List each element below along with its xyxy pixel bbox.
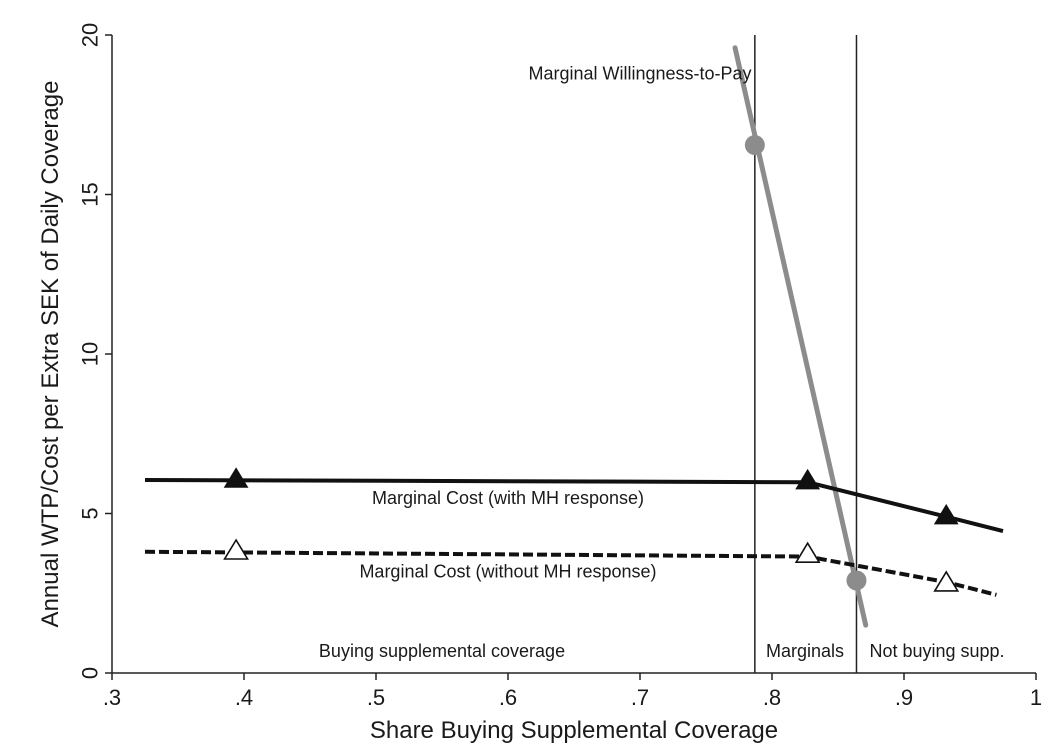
annotations: Marginal Willingness-to-Pay Marginal Cost… [319, 64, 1005, 661]
annotation-buying-supplemental-coverage: Buying supplemental coverage [319, 641, 565, 661]
y-tick-label: 10 [78, 342, 103, 366]
annotation-marginal-willingness-to-pay: Marginal Willingness-to-Pay [528, 64, 751, 84]
series-lines [144, 45, 1004, 628]
wtp-marker [744, 135, 765, 156]
x-tick-label: .4 [235, 685, 253, 710]
y-tick-label: 20 [78, 23, 103, 47]
y-tick-label: 5 [78, 507, 103, 519]
y-axis-title: Annual WTP/Cost per Extra SEK of Daily C… [37, 81, 64, 628]
annotation-marginals: Marginals [766, 641, 844, 661]
x-tick-label: .9 [895, 685, 913, 710]
mc-without-mh-marker [794, 541, 821, 563]
x-tick-label: .6 [499, 685, 517, 710]
mc-without-mh-marker [933, 570, 960, 592]
y-tick-label: 15 [78, 182, 103, 206]
mc-with-mh-marker [223, 467, 249, 488]
x-axis-ticks: .3 .4 .5 .6 .7 .8 .9 1 [103, 673, 1042, 710]
plot-area: .3 .4 .5 .6 .7 .8 .9 1 0 5 10 15 20 Marginal Willin… [78, 23, 1043, 710]
annotation-not-buying-supp: Not buying supp. [869, 641, 1004, 661]
y-axis-ticks: 0 5 10 15 20 [78, 23, 112, 679]
x-tick-label: 1 [1030, 685, 1042, 710]
mc-with-mh-marker [795, 468, 821, 490]
annotation-marginal-cost-with-mh-response: Marginal Cost (with MH response) [372, 488, 644, 508]
y-tick-label: 0 [78, 667, 103, 679]
mc-without-mh-marker [223, 538, 249, 560]
x-tick-label: .5 [367, 685, 385, 710]
marginal-cost-with-mh-response-line [144, 478, 1004, 533]
series-markers [223, 135, 960, 592]
mc-with-mh-marker [933, 503, 959, 525]
x-axis-title: Share Buying Supplemental Coverage [370, 717, 778, 744]
wtp-marker [846, 570, 867, 591]
x-tick-label: .7 [631, 685, 649, 710]
marginal-cost-without-mh-response-line [144, 549, 997, 597]
x-tick-label: .8 [763, 685, 781, 710]
x-tick-label: .3 [103, 685, 121, 710]
annotation-marginal-cost-without-mh-response: Marginal Cost (without MH response) [359, 561, 656, 581]
